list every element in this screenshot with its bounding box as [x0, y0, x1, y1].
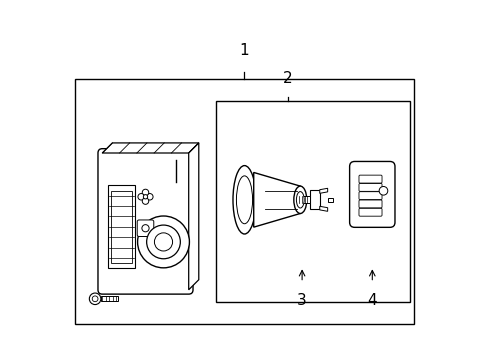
FancyBboxPatch shape: [349, 162, 394, 228]
Circle shape: [92, 296, 98, 302]
Circle shape: [378, 186, 387, 195]
Circle shape: [142, 189, 148, 196]
Circle shape: [142, 225, 149, 232]
Circle shape: [137, 216, 189, 268]
Circle shape: [146, 194, 153, 200]
FancyBboxPatch shape: [137, 220, 153, 237]
Bar: [101, 296, 118, 301]
Circle shape: [154, 233, 172, 251]
Text: 4: 4: [367, 293, 376, 309]
FancyBboxPatch shape: [98, 149, 193, 294]
Bar: [110, 191, 132, 263]
Bar: [75, 79, 413, 324]
Circle shape: [143, 195, 147, 199]
Polygon shape: [296, 196, 309, 203]
Circle shape: [89, 293, 101, 305]
Circle shape: [146, 225, 180, 259]
Ellipse shape: [296, 192, 304, 208]
Circle shape: [142, 198, 148, 204]
Polygon shape: [188, 143, 199, 290]
Bar: [107, 185, 134, 268]
Bar: [327, 198, 333, 202]
Polygon shape: [253, 172, 300, 227]
Ellipse shape: [236, 176, 252, 224]
Ellipse shape: [293, 186, 306, 213]
Circle shape: [138, 194, 144, 200]
Bar: [215, 101, 409, 302]
Bar: [309, 190, 319, 209]
Text: 2: 2: [283, 71, 292, 86]
Ellipse shape: [232, 166, 256, 234]
Polygon shape: [319, 206, 327, 211]
Polygon shape: [319, 188, 327, 193]
Text: 3: 3: [297, 293, 306, 309]
Text: 1: 1: [239, 42, 249, 58]
Polygon shape: [102, 143, 199, 153]
